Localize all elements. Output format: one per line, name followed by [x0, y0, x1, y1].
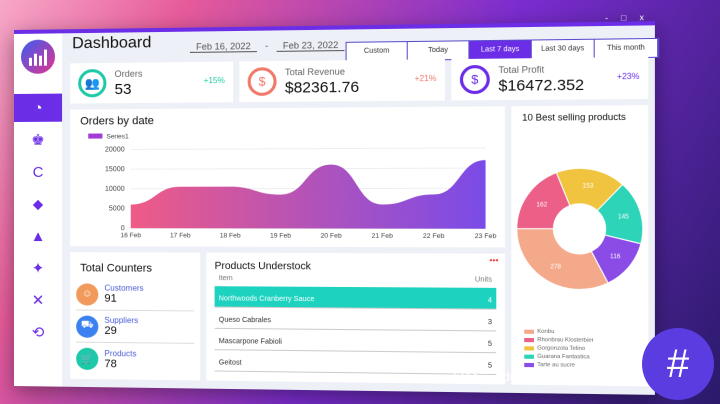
range-month-button[interactable]: This month	[595, 39, 658, 58]
kpi-change: +23%	[617, 72, 640, 82]
range-last7-button[interactable]: Last 7 days	[469, 41, 531, 59]
table-row[interactable]: Mascarpone Fabioli 5	[215, 329, 497, 353]
sidebar: ◔ ♚ C ⬥ ▲ ✦ ✕ ⟲	[14, 33, 62, 386]
app-window: ◔ ♚ C ⬥ ▲ ✦ ✕ ⟲ Dashboard Feb 16, 2022 -…	[14, 21, 655, 395]
kpi-label: Orders	[115, 69, 143, 79]
page-title: Dashboard	[72, 34, 151, 53]
best-selling-donut: 278 162 153 145 116	[511, 135, 648, 324]
users-icon: 👥	[78, 69, 106, 97]
customer-icon: ☺	[76, 283, 98, 305]
x-tick-label: 17 Feb	[170, 232, 191, 239]
kpi-orders: 👥 Orders 53 +15%	[70, 62, 233, 104]
pie-legend: Konbu Rhonbrau Klosterbier Gorgonzola Teli…	[524, 329, 593, 371]
legend-label: Series1	[106, 133, 129, 140]
counter-value: 91	[104, 293, 143, 305]
nav-suppliers-icon[interactable]: ▲	[14, 222, 62, 250]
kpi-label: Total Profit	[498, 64, 544, 75]
col-item: Item	[219, 275, 233, 282]
gridline	[131, 148, 486, 150]
profit-icon: $	[460, 65, 490, 94]
gridline	[131, 168, 486, 169]
cart-icon: 🛒	[76, 348, 98, 370]
y-tick-label: 20000	[105, 146, 125, 153]
x-tick-label: 18 Feb	[220, 232, 241, 239]
maximize-button[interactable]: □	[621, 13, 626, 23]
orders-area-chart: 0 5000 10000 15000 20000 16 Feb 17 Feb 18 Feb 19…	[70, 106, 505, 247]
kpi-revenue: $ Total Revenue $82361.76 +21%	[239, 59, 445, 102]
total-counters-card: Total Counters ☺ Customers 91 ⛟ Suppliers 29…	[70, 252, 200, 380]
pie-slice	[517, 229, 608, 290]
x-tick-label: 21 Feb	[372, 233, 394, 240]
y-tick-label: 0	[121, 225, 125, 232]
nav-logout-icon[interactable]: ⟲	[14, 318, 62, 347]
table-row[interactable]: Queso Cabrales 3	[215, 308, 497, 332]
range-today-button[interactable]: Today	[408, 41, 470, 59]
counter-suppliers: ⛟ Suppliers 29	[76, 310, 194, 343]
nav-customers-icon[interactable]: C	[14, 158, 62, 186]
y-tick-label: 5000	[109, 205, 125, 212]
kpi-label: Total Revenue	[285, 66, 345, 77]
nav-tags-icon[interactable]: ⬥	[14, 190, 62, 218]
nav-dashboard-icon[interactable]: ◔	[14, 94, 62, 122]
x-tick-label: 20 Feb	[321, 233, 343, 240]
minimize-button[interactable]: -	[605, 13, 608, 22]
site-logo-badge: #	[642, 328, 714, 400]
date-separator: -	[265, 41, 268, 52]
counter-value: 78	[104, 358, 136, 370]
x-tick-label: 16 Feb	[121, 232, 142, 239]
kpi-profit: $ Total Profit $16472.352 +23%	[451, 57, 648, 101]
truck-icon: ⛟	[76, 315, 98, 337]
legend-item: Guarana Fantastica	[524, 354, 593, 361]
kpi-change: +21%	[414, 74, 436, 84]
y-tick-label: 10000	[105, 186, 125, 193]
slice-label: 153	[583, 184, 595, 190]
counter-label: Customers	[104, 284, 143, 293]
slice-label: 145	[618, 214, 630, 220]
counters-title: Total Counters	[70, 252, 200, 279]
date-to-picker[interactable]: Feb 23, 2022	[277, 40, 345, 52]
date-from-picker[interactable]: Feb 16, 2022	[190, 41, 257, 53]
understock-card: Products Understock ••• Item Units Northw…	[206, 253, 505, 385]
slice-label: 116	[610, 254, 621, 260]
range-last30-button[interactable]: Last 30 days	[532, 40, 595, 58]
app-logo	[21, 39, 55, 73]
slice-label: 162	[536, 202, 548, 208]
range-custom-button[interactable]: Custom	[347, 42, 408, 60]
kpi-value: $82361.76	[285, 79, 359, 97]
watermark: 公众号 · dotnet研习社	[452, 366, 578, 385]
table-row[interactable]: Northwoods Cranberry Sauce 4	[215, 286, 497, 309]
understock-title: Products Understock	[215, 261, 497, 274]
legend-item: Rhonbrau Klosterbier	[524, 337, 593, 344]
more-options-button[interactable]: •••	[489, 256, 498, 265]
kpi-change: +15%	[204, 76, 225, 85]
best-selling-card: 10 Best selling products 278 162 153 145 116…	[511, 105, 648, 386]
legend-item: Gorgonzola Telino	[524, 345, 593, 352]
nav-settings-icon[interactable]: ✕	[14, 286, 62, 314]
nav-products-icon[interactable]: ✦	[14, 254, 62, 282]
pie-title: 10 Best selling products	[522, 112, 626, 123]
close-button[interactable]: x	[640, 13, 644, 23]
counter-customers: ☺ Customers 91	[76, 278, 194, 311]
counter-label: Suppliers	[104, 316, 138, 325]
kpi-value: 53	[115, 81, 132, 98]
x-tick-label: 22 Feb	[423, 233, 445, 240]
slice-label: 278	[550, 264, 562, 270]
counter-label: Products	[104, 348, 136, 357]
legend-item: Konbu	[524, 329, 593, 336]
y-tick-label: 15000	[105, 166, 125, 173]
counter-value: 29	[104, 325, 138, 337]
series1-area	[131, 160, 486, 229]
kpi-value: $16472.352	[498, 76, 584, 94]
revenue-icon: $	[248, 67, 277, 96]
orders-chart-card: Orders by date 0 5000 10000 15000 20000 16 Fe…	[70, 106, 505, 247]
date-range: Feb 16, 2022 - Feb 23, 2022	[190, 40, 345, 53]
col-units: Units	[475, 276, 492, 283]
x-tick-label: 19 Feb	[270, 232, 291, 239]
x-tick-label: 23 Feb	[475, 233, 497, 240]
legend-swatch	[88, 133, 102, 138]
counter-products: 🛒 Products 78	[76, 343, 194, 377]
nav-orders-icon[interactable]: ♚	[14, 126, 62, 154]
